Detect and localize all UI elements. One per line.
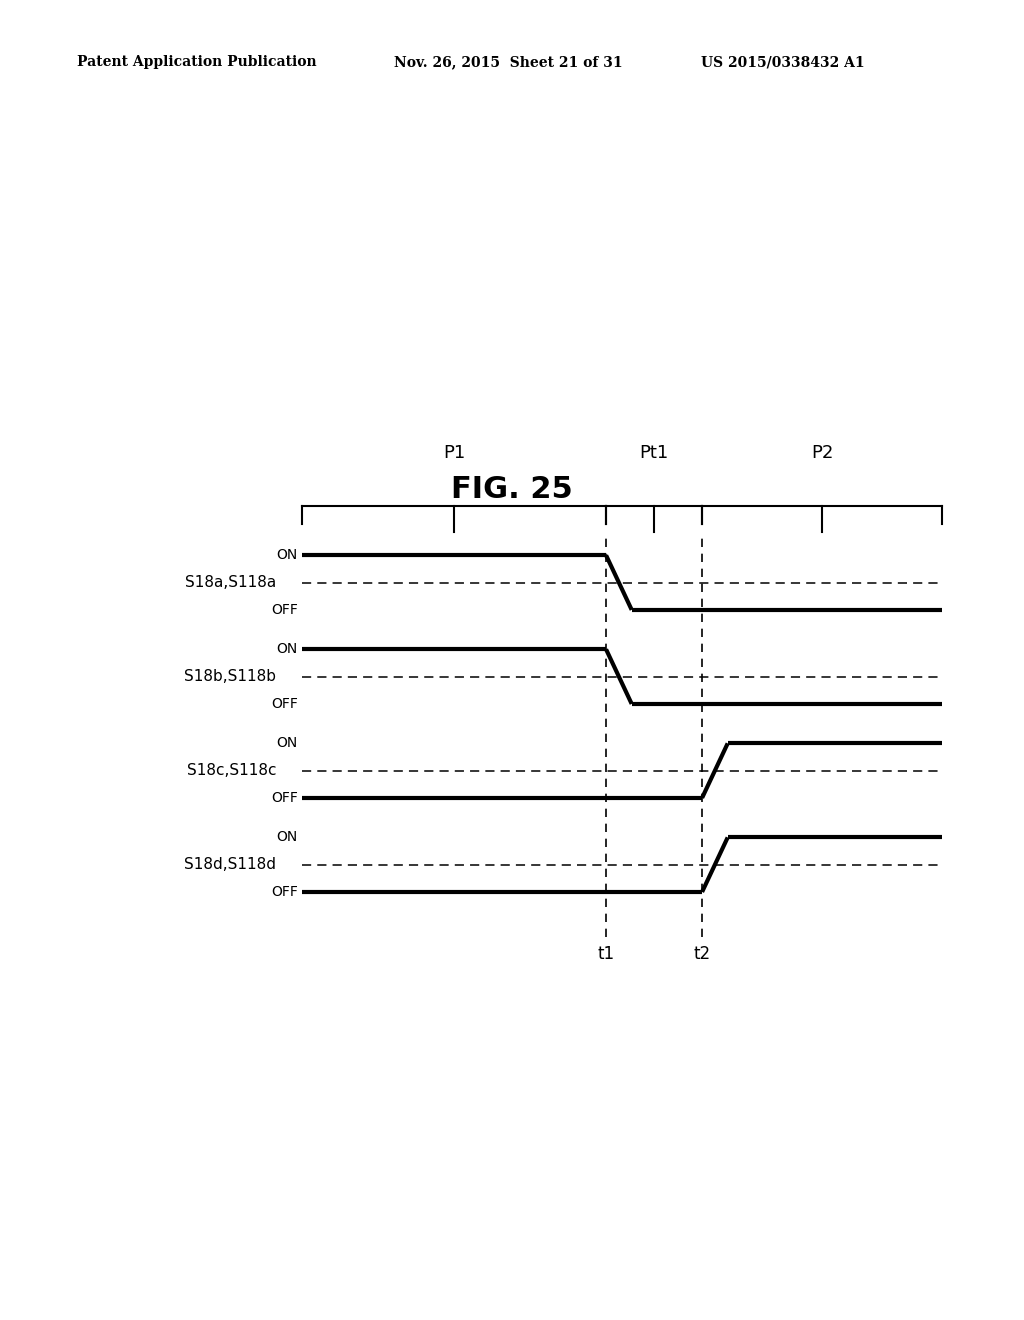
Text: t1: t1 [598,945,614,964]
Text: S18b,S118b: S18b,S118b [184,669,276,684]
Text: Pt1: Pt1 [639,444,669,462]
Text: P1: P1 [443,444,465,462]
Text: OFF: OFF [271,884,298,899]
Text: ON: ON [276,548,298,562]
Text: S18c,S118c: S18c,S118c [187,763,276,779]
Text: FIG. 25: FIG. 25 [452,475,572,504]
Text: Nov. 26, 2015  Sheet 21 of 31: Nov. 26, 2015 Sheet 21 of 31 [394,55,623,70]
Text: OFF: OFF [271,791,298,805]
Text: US 2015/0338432 A1: US 2015/0338432 A1 [701,55,865,70]
Text: ON: ON [276,643,298,656]
Text: S18d,S118d: S18d,S118d [184,857,276,873]
Text: t2: t2 [693,945,711,964]
Text: P2: P2 [811,444,834,462]
Text: S18a,S118a: S18a,S118a [185,576,276,590]
Text: ON: ON [276,830,298,845]
Text: ON: ON [276,737,298,750]
Text: Patent Application Publication: Patent Application Publication [77,55,316,70]
Text: OFF: OFF [271,697,298,711]
Text: OFF: OFF [271,603,298,616]
